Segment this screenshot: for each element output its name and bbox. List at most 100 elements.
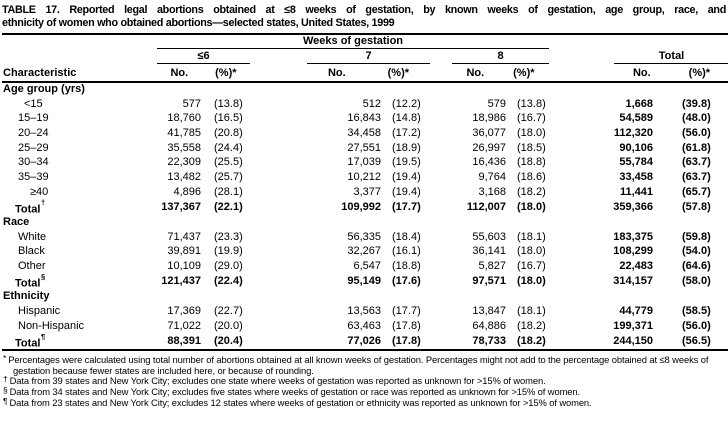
- cell-number: 121,437: [161, 275, 201, 288]
- cell-percent: (56.0): [682, 126, 711, 139]
- table-row: Black 39,891 (19.9) 32,267 (16.1) 36,141 (18.0…: [2, 245, 728, 260]
- section-header-row: Age group (yrs): [2, 82, 728, 97]
- col-header-pct: (%)*: [513, 67, 535, 79]
- group-label-total: Total: [614, 50, 728, 64]
- footnote-section: § Data from 34 states and New York City; …: [3, 385, 725, 398]
- table-row: Hispanic 17,369 (22.7) 13,563 (17.7) 13,847 (1…: [2, 304, 728, 319]
- cell-percent: (12.2): [392, 97, 421, 110]
- footnote-text: Data from 34 states and New York City; e…: [9, 386, 581, 398]
- cell-percent: (17.7): [392, 305, 421, 318]
- cell-number: 54,589: [619, 112, 654, 125]
- cell-number: 3,377: [353, 185, 381, 198]
- cell-percent: (18.1): [517, 305, 546, 318]
- table-row: Non-Hispanic 71,022 (20.0) 63,463 (17.8) 64,8…: [2, 319, 728, 334]
- cell-percent: (22.4): [214, 275, 243, 288]
- col-header-no: No.: [632, 67, 651, 79]
- cell-percent: (17.6): [392, 275, 421, 288]
- cell-number: 17,369: [167, 305, 201, 318]
- footnote-asterisk: * Percentages were calculated using total…: [3, 353, 725, 376]
- cell-percent: (59.8): [682, 230, 711, 243]
- cell-number: 16,436: [472, 156, 506, 169]
- cell-number: 97,571: [472, 275, 506, 288]
- cell-number: 18,760: [167, 112, 201, 125]
- cell-number: 33,458: [619, 170, 654, 183]
- table-row: 20–24 41,785 (20.8) 34,458 (17.2) 36,077 (18.0…: [2, 126, 728, 141]
- row-label: <15: [24, 97, 43, 110]
- cell-percent: (20.8): [214, 126, 243, 139]
- cell-percent: (20.4): [214, 334, 243, 347]
- total-row: Total§ 121,437 (22.4) 95,149 (17.6) 97,571 (18…: [2, 271, 728, 290]
- cell-number: 17,039: [347, 156, 381, 169]
- row-label: Non-Hispanic: [18, 319, 85, 332]
- cell-percent: (19.4): [392, 170, 421, 183]
- cell-number: 78,733: [472, 334, 506, 347]
- cell-percent: (56.5): [682, 334, 711, 347]
- cell-percent: (16.5): [214, 112, 243, 125]
- cell-percent: (56.0): [682, 319, 711, 332]
- cell-number: 55,784: [619, 156, 654, 169]
- row-label: Total§: [15, 271, 46, 290]
- row-label: 35–39: [18, 170, 49, 183]
- cell-number: 36,077: [472, 126, 506, 139]
- cell-percent: (18.0): [517, 275, 546, 288]
- cell-number: 63,463: [347, 319, 381, 332]
- section-header: Ethnicity: [3, 290, 50, 303]
- cell-number: 577: [182, 97, 201, 110]
- footnote-reference: §: [40, 271, 46, 281]
- cell-percent: (39.8): [682, 97, 711, 110]
- cell-number: 9,764: [478, 170, 506, 183]
- cell-number: 244,150: [613, 334, 654, 347]
- cell-percent: (17.8): [392, 334, 421, 347]
- cell-number: 112,007: [466, 200, 506, 213]
- cell-percent: (19.9): [214, 245, 243, 258]
- column-header-row: Characteristic No. (%)* No. (%)* No. (%)* N…: [2, 64, 728, 83]
- row-label: 30–34: [18, 156, 49, 169]
- total-row: Total† 137,367 (22.1) 109,992 (17.7) 112,007 (…: [2, 197, 728, 216]
- table-title-line1: TABLE 17. Reported legal abortions obtai…: [2, 4, 726, 16]
- table-row: Other 10,109 (29.0) 6,547 (18.8) 5,827 (16.7) 2…: [2, 259, 728, 274]
- weeks-of-gestation-label: Weeks of gestation: [157, 35, 550, 49]
- cell-number: 36,141: [472, 245, 506, 258]
- cell-percent: (18.0): [517, 126, 546, 139]
- document-page: TABLE 17. Reported legal abortions obtai…: [2, 4, 728, 408]
- cell-number: 13,563: [347, 305, 381, 318]
- cell-percent: (64.6): [682, 260, 711, 273]
- cell-percent: (25.7): [214, 170, 243, 183]
- table-row: 15–19 18,760 (16.5) 16,843 (14.8) 18,986 (16.7…: [2, 111, 728, 126]
- cell-number: 109,992: [341, 200, 381, 213]
- cell-number: 183,375: [613, 230, 654, 243]
- col-header-pct: (%)*: [215, 67, 237, 79]
- cell-number: 112,320: [613, 126, 654, 139]
- cell-percent: (13.8): [517, 97, 546, 110]
- group-label-8: 8: [452, 50, 550, 64]
- cell-number: 13,847: [472, 305, 506, 318]
- cell-percent: (58.5): [682, 305, 711, 318]
- col-header-pct: (%)*: [688, 67, 711, 79]
- cell-percent: (19.4): [392, 185, 421, 198]
- col-header-no: No.: [327, 67, 346, 79]
- cell-percent: (18.2): [517, 319, 546, 332]
- table-row: 25–29 35,558 (24.4) 27,551 (18.9) 26,997 (18.5…: [2, 141, 728, 156]
- row-label: Black: [18, 245, 45, 258]
- cell-percent: (28.1): [214, 185, 243, 198]
- cell-percent: (23.3): [214, 230, 243, 243]
- table-title: TABLE 17. Reported legal abortions obtai…: [2, 4, 726, 30]
- cell-percent: (18.0): [517, 200, 546, 213]
- cell-number: 55,603: [472, 230, 506, 243]
- footnote-reference: †: [40, 197, 46, 207]
- cell-percent: (54.0): [682, 245, 711, 258]
- group-label-row: ≤6 7 8 Total: [2, 49, 728, 64]
- row-label: White: [18, 230, 47, 243]
- footnote-marker: *: [3, 353, 7, 364]
- cell-number: 359,366: [613, 200, 654, 213]
- cell-number: 77,026: [347, 334, 381, 347]
- cell-number: 11,441: [619, 185, 654, 198]
- row-label: 15–19: [18, 112, 49, 125]
- cell-number: 579: [487, 97, 506, 110]
- row-label: ≥40: [30, 185, 49, 198]
- col-header-pct: (%)*: [387, 67, 410, 79]
- cell-percent: (18.1): [517, 230, 546, 243]
- col-header-no: No.: [466, 67, 485, 79]
- cell-percent: (20.0): [214, 319, 243, 332]
- footnote-text: Data from 23 states and New York City; e…: [9, 396, 592, 408]
